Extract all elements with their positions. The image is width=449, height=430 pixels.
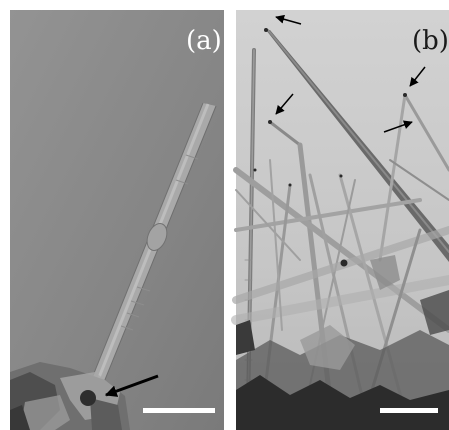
panel-b: (b)	[231, 10, 449, 430]
panel-a-background	[10, 10, 224, 430]
nanowire-a	[87, 102, 217, 393]
arrow-icon	[409, 66, 426, 87]
scale-bar	[143, 408, 215, 413]
debris-b	[236, 255, 449, 430]
arrow-icon	[275, 93, 294, 115]
debris-a	[10, 362, 130, 430]
panel-b-label: (b)	[412, 26, 449, 56]
catalyst-particle-a	[80, 390, 96, 406]
nanowires-b	[231, 29, 449, 430]
panel-a: (a)	[10, 10, 224, 430]
catalyst-particles-b	[253, 28, 407, 267]
arrow-icon	[275, 14, 302, 25]
scale-bar	[380, 408, 438, 413]
panel-divider	[224, 10, 236, 430]
arrow-icon	[383, 120, 413, 133]
panel-a-label: (a)	[186, 26, 222, 56]
arrow-icon	[104, 374, 159, 397]
